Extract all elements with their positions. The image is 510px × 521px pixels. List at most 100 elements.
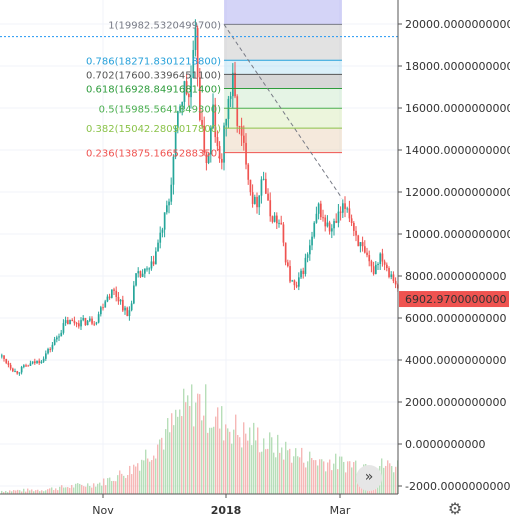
volume-bar xyxy=(49,488,51,494)
volume-bar xyxy=(83,486,85,494)
volume-bar xyxy=(235,414,237,494)
volume-bar xyxy=(339,456,341,494)
volume-bar xyxy=(231,443,233,494)
volume-bar xyxy=(207,432,209,494)
volume-bar xyxy=(139,470,141,494)
candle-body xyxy=(240,126,243,136)
candle-body xyxy=(152,261,155,265)
candle-body xyxy=(91,318,93,324)
candle-body xyxy=(188,94,190,98)
candle-body xyxy=(366,252,368,256)
volume-bar xyxy=(65,487,67,494)
volume-bar xyxy=(385,465,387,494)
fib-label: 0.382(15042.2809017800) xyxy=(86,124,221,135)
candle-body xyxy=(278,222,280,224)
volume-bar xyxy=(91,487,93,494)
y-tick-label: -2000.0000000000 xyxy=(405,480,510,493)
volume-bar xyxy=(321,459,323,494)
candle-body xyxy=(23,365,25,367)
candle-body xyxy=(386,264,388,269)
candle-body xyxy=(111,289,113,298)
volume-bar xyxy=(57,490,59,494)
fib-label: 0.702(17600.3396451100) xyxy=(86,70,221,81)
candle-body xyxy=(89,318,91,321)
volume-bar xyxy=(85,486,87,494)
volume-bar xyxy=(3,492,5,494)
candle-body xyxy=(221,158,223,163)
fib-band xyxy=(224,24,342,61)
candle-body xyxy=(207,154,210,164)
candle-body xyxy=(95,322,98,324)
scroll-to-realtime-button[interactable]: » xyxy=(356,465,382,491)
volume-bar xyxy=(263,438,265,494)
candle-body xyxy=(122,299,124,311)
volume-bar xyxy=(211,427,213,494)
volume-bar xyxy=(25,491,27,494)
candle-body xyxy=(375,264,377,275)
volume-bar xyxy=(221,406,223,494)
candle-body xyxy=(179,106,181,112)
volume-bar xyxy=(163,449,165,494)
candle-body xyxy=(170,184,173,202)
volume-bar xyxy=(133,464,135,494)
volume-bar xyxy=(319,459,321,494)
y-tick-label: 18000.0000000000 xyxy=(405,60,510,73)
candle-body xyxy=(7,362,10,365)
volume-bar xyxy=(165,429,167,494)
volume-bar xyxy=(5,490,7,494)
candle-body xyxy=(124,307,126,311)
candle-body xyxy=(392,274,395,281)
candle-body xyxy=(269,200,272,217)
volume-bar xyxy=(331,470,333,494)
candle-body xyxy=(29,363,32,366)
volume-bar xyxy=(355,460,357,494)
fib-band-upper xyxy=(224,0,342,25)
candle-body xyxy=(273,215,276,222)
volume-bar xyxy=(35,490,37,494)
volume-bar xyxy=(125,478,127,494)
x-tick-label: Mar xyxy=(330,504,351,517)
volume-bar xyxy=(199,394,201,494)
candle-body xyxy=(49,348,52,350)
fib-label: 0.786(18271.8301218800) xyxy=(86,56,221,67)
candle-body xyxy=(177,111,179,128)
y-tick-label: 2000.0000000000 xyxy=(405,396,506,409)
candle-body xyxy=(97,314,100,323)
candle-body xyxy=(12,368,14,372)
candle-body xyxy=(75,323,78,325)
volume-bar xyxy=(9,490,11,494)
candle-body xyxy=(25,365,27,367)
candle-body xyxy=(45,353,47,359)
candle-body xyxy=(201,119,203,126)
candle-body xyxy=(183,81,186,102)
candle-body xyxy=(311,236,313,246)
volume-bar xyxy=(167,418,169,494)
volume-bar xyxy=(279,452,281,494)
volume-bar xyxy=(245,433,247,494)
gear-icon[interactable]: ⚙ xyxy=(447,499,463,518)
candle-body xyxy=(326,222,329,227)
y-tick-label: 6000.0000000000 xyxy=(405,312,506,325)
volume-bar xyxy=(289,448,291,494)
volume-bar xyxy=(97,483,99,494)
candle-body xyxy=(227,98,230,119)
volume-bar xyxy=(79,483,81,494)
volume-bar xyxy=(147,458,149,494)
candle-body xyxy=(262,178,265,180)
volume-bar xyxy=(387,460,389,494)
volume-bar xyxy=(197,393,199,494)
volume-bar xyxy=(271,437,273,494)
volume-bar xyxy=(307,461,309,494)
volume-bar xyxy=(185,402,187,494)
volume-bar xyxy=(215,416,217,494)
candle-body xyxy=(258,195,261,208)
volume-bar xyxy=(11,491,13,494)
volume-bar xyxy=(195,402,197,494)
volume-bar xyxy=(33,491,35,494)
candle-body xyxy=(31,361,34,364)
volume-bar xyxy=(81,484,83,494)
y-tick-label: 4000.0000000000 xyxy=(405,354,506,367)
candle-body xyxy=(339,211,342,213)
candle-body xyxy=(1,355,3,357)
